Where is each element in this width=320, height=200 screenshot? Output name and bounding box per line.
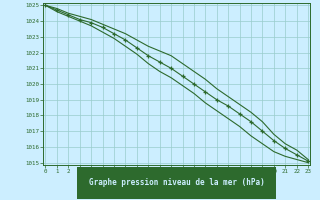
X-axis label: Graphe pression niveau de la mer (hPa): Graphe pression niveau de la mer (hPa) [89,178,265,187]
